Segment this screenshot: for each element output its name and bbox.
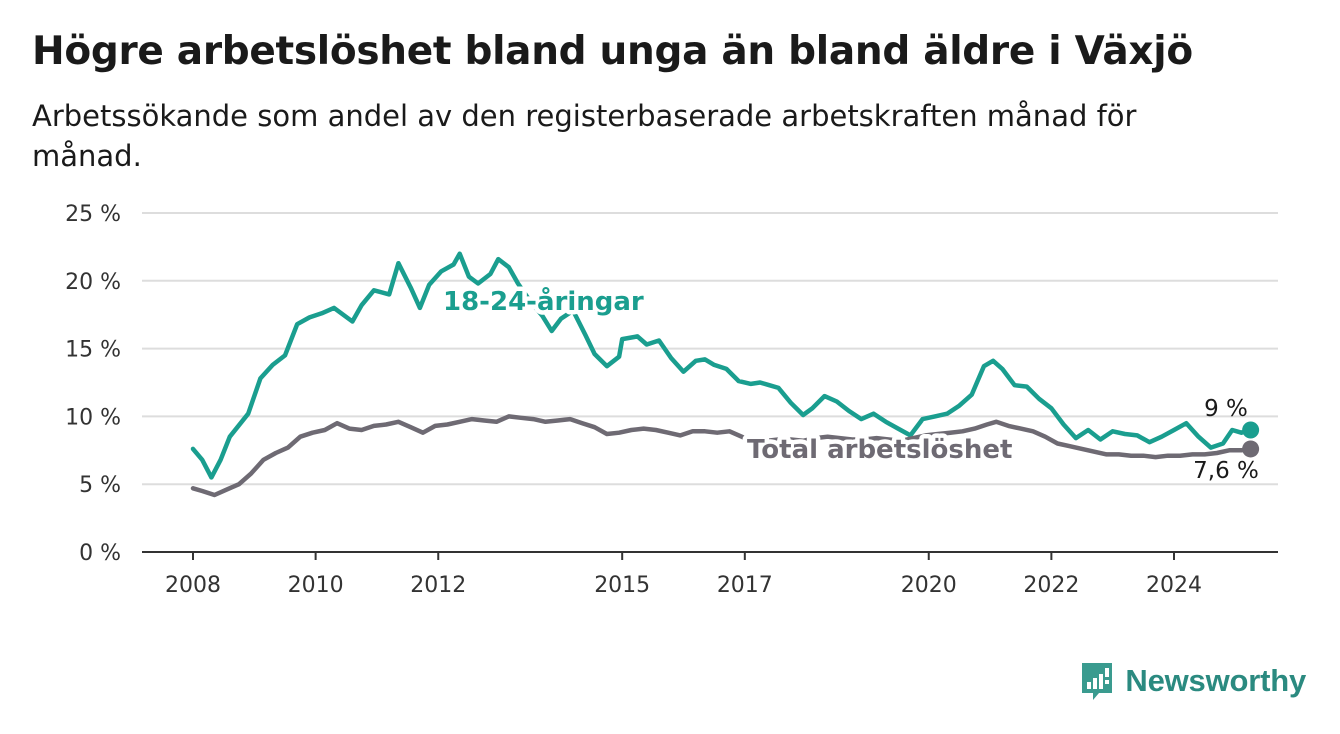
series-line-1 [190, 414, 1253, 498]
y-tick-label: 10 % [65, 405, 121, 430]
x-axis-ticks: 2008 2010 2012 2015 2017 2020 2022 2024 [165, 552, 1202, 598]
series-label-total: Total arbetslöshet [747, 435, 1012, 465]
x-tick-label: 2015 [594, 573, 650, 598]
y-tick-label: 25 % [65, 202, 121, 227]
end-value-total: 7,6 % [1193, 458, 1259, 484]
chart-title: Högre arbetslöshet bland unga än bland ä… [32, 29, 1193, 74]
x-tick-label: 2022 [1023, 573, 1079, 598]
x-tick-label: 2020 [901, 573, 957, 598]
series-label-total-halo: Total arbetslöshet [747, 435, 1012, 465]
x-tick-label: 2010 [288, 573, 344, 598]
series-lines [190, 251, 1260, 498]
chart-subtitle: Arbetssökande som andel av den registerb… [32, 99, 1137, 173]
y-tick-label: 0 % [79, 541, 121, 566]
series-label-young: 18-24-åringar [443, 285, 644, 317]
line-chart: 0 %5 %10 %15 %20 %25 % 2008 2010 2012 2015 2… [65, 202, 1278, 598]
x-tick-label: 2012 [410, 573, 466, 598]
brand-name: Newsworthy [1125, 663, 1306, 698]
y-axis-ticks: 0 % 5 % 10 % 15 % 20 % 25 % [65, 202, 121, 566]
x-tick-label: 2008 [165, 573, 221, 598]
series-label-young-halo: 18-24-åringar [443, 285, 644, 317]
end-value-young: 9 % [1204, 396, 1248, 422]
series-line-0 [190, 251, 1253, 480]
newsworthy-brand: Newsworthy [1079, 660, 1306, 702]
series-end-point-1 [1242, 440, 1260, 458]
x-tick-label: 2024 [1146, 573, 1202, 598]
grid-lines [142, 212, 1278, 486]
x-tick-label: 2017 [717, 573, 773, 598]
series-end-point-0 [1242, 421, 1260, 439]
y-tick-label: 20 % [65, 270, 121, 295]
newsworthy-logo-icon [1082, 663, 1113, 700]
y-tick-label: 15 % [65, 338, 121, 363]
y-tick-label: 5 % [79, 473, 121, 498]
